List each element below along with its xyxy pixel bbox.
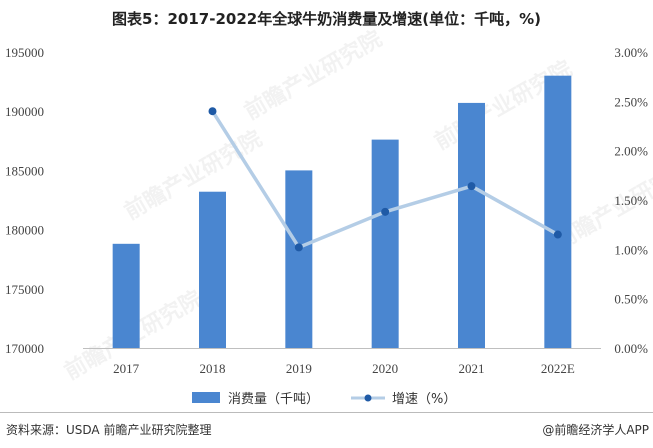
bar-2019 (285, 170, 313, 348)
legend-bar-label: 消费量（千吨） (228, 392, 319, 407)
y-right-tick-label: 1.00% (614, 242, 648, 257)
footer: 资料来源：USDA 前瞻产业研究院整理 @前瞻经济学人APP (0, 412, 653, 448)
y-left-tick-label: 185000 (5, 163, 44, 178)
y-right-tick-label: 2.50% (614, 94, 648, 109)
bar-2022E (544, 75, 572, 349)
growth-point-2019 (294, 243, 303, 252)
x-tick-label: 2021 (459, 361, 485, 376)
legend-line-label: 增速（%） (392, 392, 456, 407)
bar-2017 (112, 243, 140, 348)
growth-point-2020 (381, 207, 390, 216)
legend: 消费量（千吨） 增速（%） (192, 392, 456, 407)
line-series (208, 107, 562, 252)
chart-title: 图表5：2017-2022年全球牛奶消费量及增速(单位：千吨，%) (112, 10, 541, 28)
y-right-tick-label: 2.00% (614, 144, 648, 159)
bar-2018 (199, 191, 226, 348)
growth-point-2021 (467, 182, 476, 191)
y-right-tick-label: 3.00% (614, 45, 648, 60)
y-left-tick-label: 195000 (5, 45, 44, 60)
x-tick-label: 2022E (541, 361, 575, 376)
legend-bar-swatch (192, 392, 220, 403)
x-tick-label: 2018 (200, 361, 226, 376)
bar-2020 (371, 139, 399, 348)
legend-line-marker (364, 394, 372, 402)
bar-series (112, 75, 572, 349)
brand-label: @前瞻经济学人APP (542, 423, 649, 437)
growth-point-2018 (208, 107, 217, 116)
growth-point-2022E (553, 230, 562, 239)
chart: 前瞻产业研究院前瞻产业研究院前瞻产业研究院前瞻产业研究院前瞻产业研究院 1700… (5, 26, 653, 407)
y-right-tick-label: 0.50% (614, 292, 648, 307)
watermark-text: 前瞻产业研究院 (120, 126, 266, 226)
x-tick-label: 2020 (372, 361, 398, 376)
x-tick-label: 2017 (113, 361, 140, 376)
source-note: 资料来源：USDA 前瞻产业研究院整理 (6, 423, 212, 437)
watermark-text: 前瞻产业研究院 (240, 26, 386, 126)
axes: 170000 175000 180000 185000 190000 195000 0.00… (5, 45, 648, 376)
bar-2021 (458, 102, 485, 348)
y-left-tick-label: 190000 (5, 104, 44, 119)
y-right-tick-label: 1.50% (614, 193, 648, 208)
y-right-tick-label: 0.00% (614, 341, 648, 356)
y-left-tick-label: 180000 (5, 223, 44, 238)
y-left-tick-label: 175000 (5, 282, 44, 297)
x-tick-label: 2019 (286, 361, 312, 376)
y-left-tick-label: 170000 (5, 341, 44, 356)
